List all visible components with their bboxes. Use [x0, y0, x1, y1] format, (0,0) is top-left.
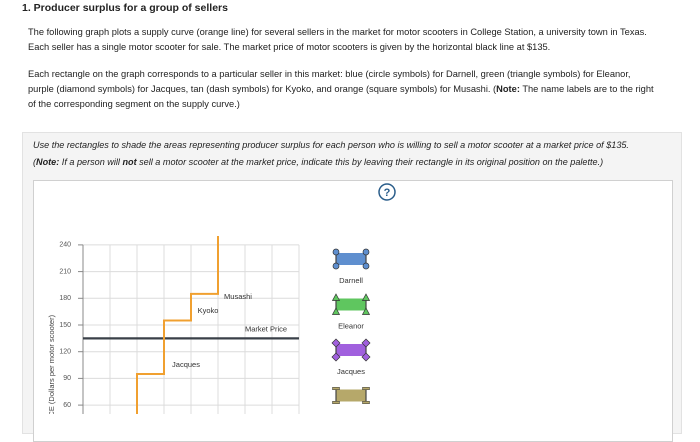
page: 1. Producer surplus for a group of selle…: [22, 2, 682, 442]
instruction: Use the rectangles to shade the areas re…: [33, 137, 673, 154]
text-run: Each rectangle on the graph corresponds …: [28, 69, 631, 94]
palette-symbol: [332, 387, 340, 390]
instruction-note: (Note: If a person will not sell a motor…: [33, 154, 673, 171]
text-run: Use the rectangles to shade the areas re…: [33, 140, 629, 150]
help-icon[interactable]: [378, 183, 396, 201]
palette-symbol: [331, 307, 341, 315]
palette-symbol: [361, 307, 371, 315]
intro-paragraph: The following graph plots a supply curve…: [28, 25, 658, 55]
palette-symbol: [362, 387, 370, 390]
graph: ? 60 90 120 150 180 210 240 PRICE (Dollars per …: [47, 183, 396, 414]
palette-symbol: [331, 338, 341, 348]
text-run: (: [33, 157, 37, 167]
y-tick-label: 210: [59, 268, 71, 275]
palette-symbol: [331, 293, 341, 301]
palette-symbol: [332, 262, 340, 270]
palette-symbol: [361, 352, 371, 362]
palette-symbol: [362, 401, 370, 404]
palette-label: Darnell: [339, 276, 363, 285]
palette-label: Jacques: [337, 367, 365, 376]
y-tick-label: 60: [63, 402, 71, 409]
segment-label: Jacques: [172, 360, 200, 369]
series-label: Market Price: [245, 324, 287, 333]
y-tick-label: 180: [59, 295, 71, 302]
y-tick-label: 90: [63, 375, 71, 382]
palette-rectangle[interactable]: [336, 344, 366, 356]
text-run: The following graph plots a supply curve…: [28, 27, 647, 52]
palette-label: Eleanor: [338, 321, 364, 330]
y-tick-label: 240: [59, 242, 71, 249]
intro-paragraph: Each rectangle on the graph corresponds …: [28, 67, 658, 112]
text-run: If a person will: [59, 157, 123, 167]
page-title: 1. Producer surplus for a group of selle…: [22, 2, 228, 14]
segment-label: Kyoko: [198, 306, 219, 315]
text-run: Note:: [36, 157, 60, 167]
palette-rectangle[interactable]: [336, 298, 366, 311]
palette-rectangle[interactable]: [336, 389, 366, 402]
text-run: not: [122, 157, 137, 167]
text-run: Note:: [496, 84, 520, 94]
segment-label: Musashi: [224, 292, 252, 301]
help-icon-text[interactable]: ?: [384, 187, 391, 199]
y-tick-label: 150: [59, 322, 71, 329]
palette-symbol: [332, 401, 340, 404]
y-axis-label: PRICE (Dollars per motor scooter): [47, 314, 56, 414]
palette-symbol: [331, 352, 341, 362]
text-run: sell a motor scooter at the market price…: [136, 157, 604, 167]
palette-symbol: [332, 248, 340, 256]
y-tick-label: 120: [59, 349, 71, 356]
palette-symbol: [361, 293, 371, 301]
palette-symbol: [362, 248, 370, 256]
series-line: [136, 236, 219, 414]
palette-rectangle[interactable]: [336, 253, 366, 265]
palette-symbol: [361, 338, 371, 348]
text-run: The name labels are to the right of the …: [28, 84, 654, 109]
palette-symbol: [362, 262, 370, 270]
